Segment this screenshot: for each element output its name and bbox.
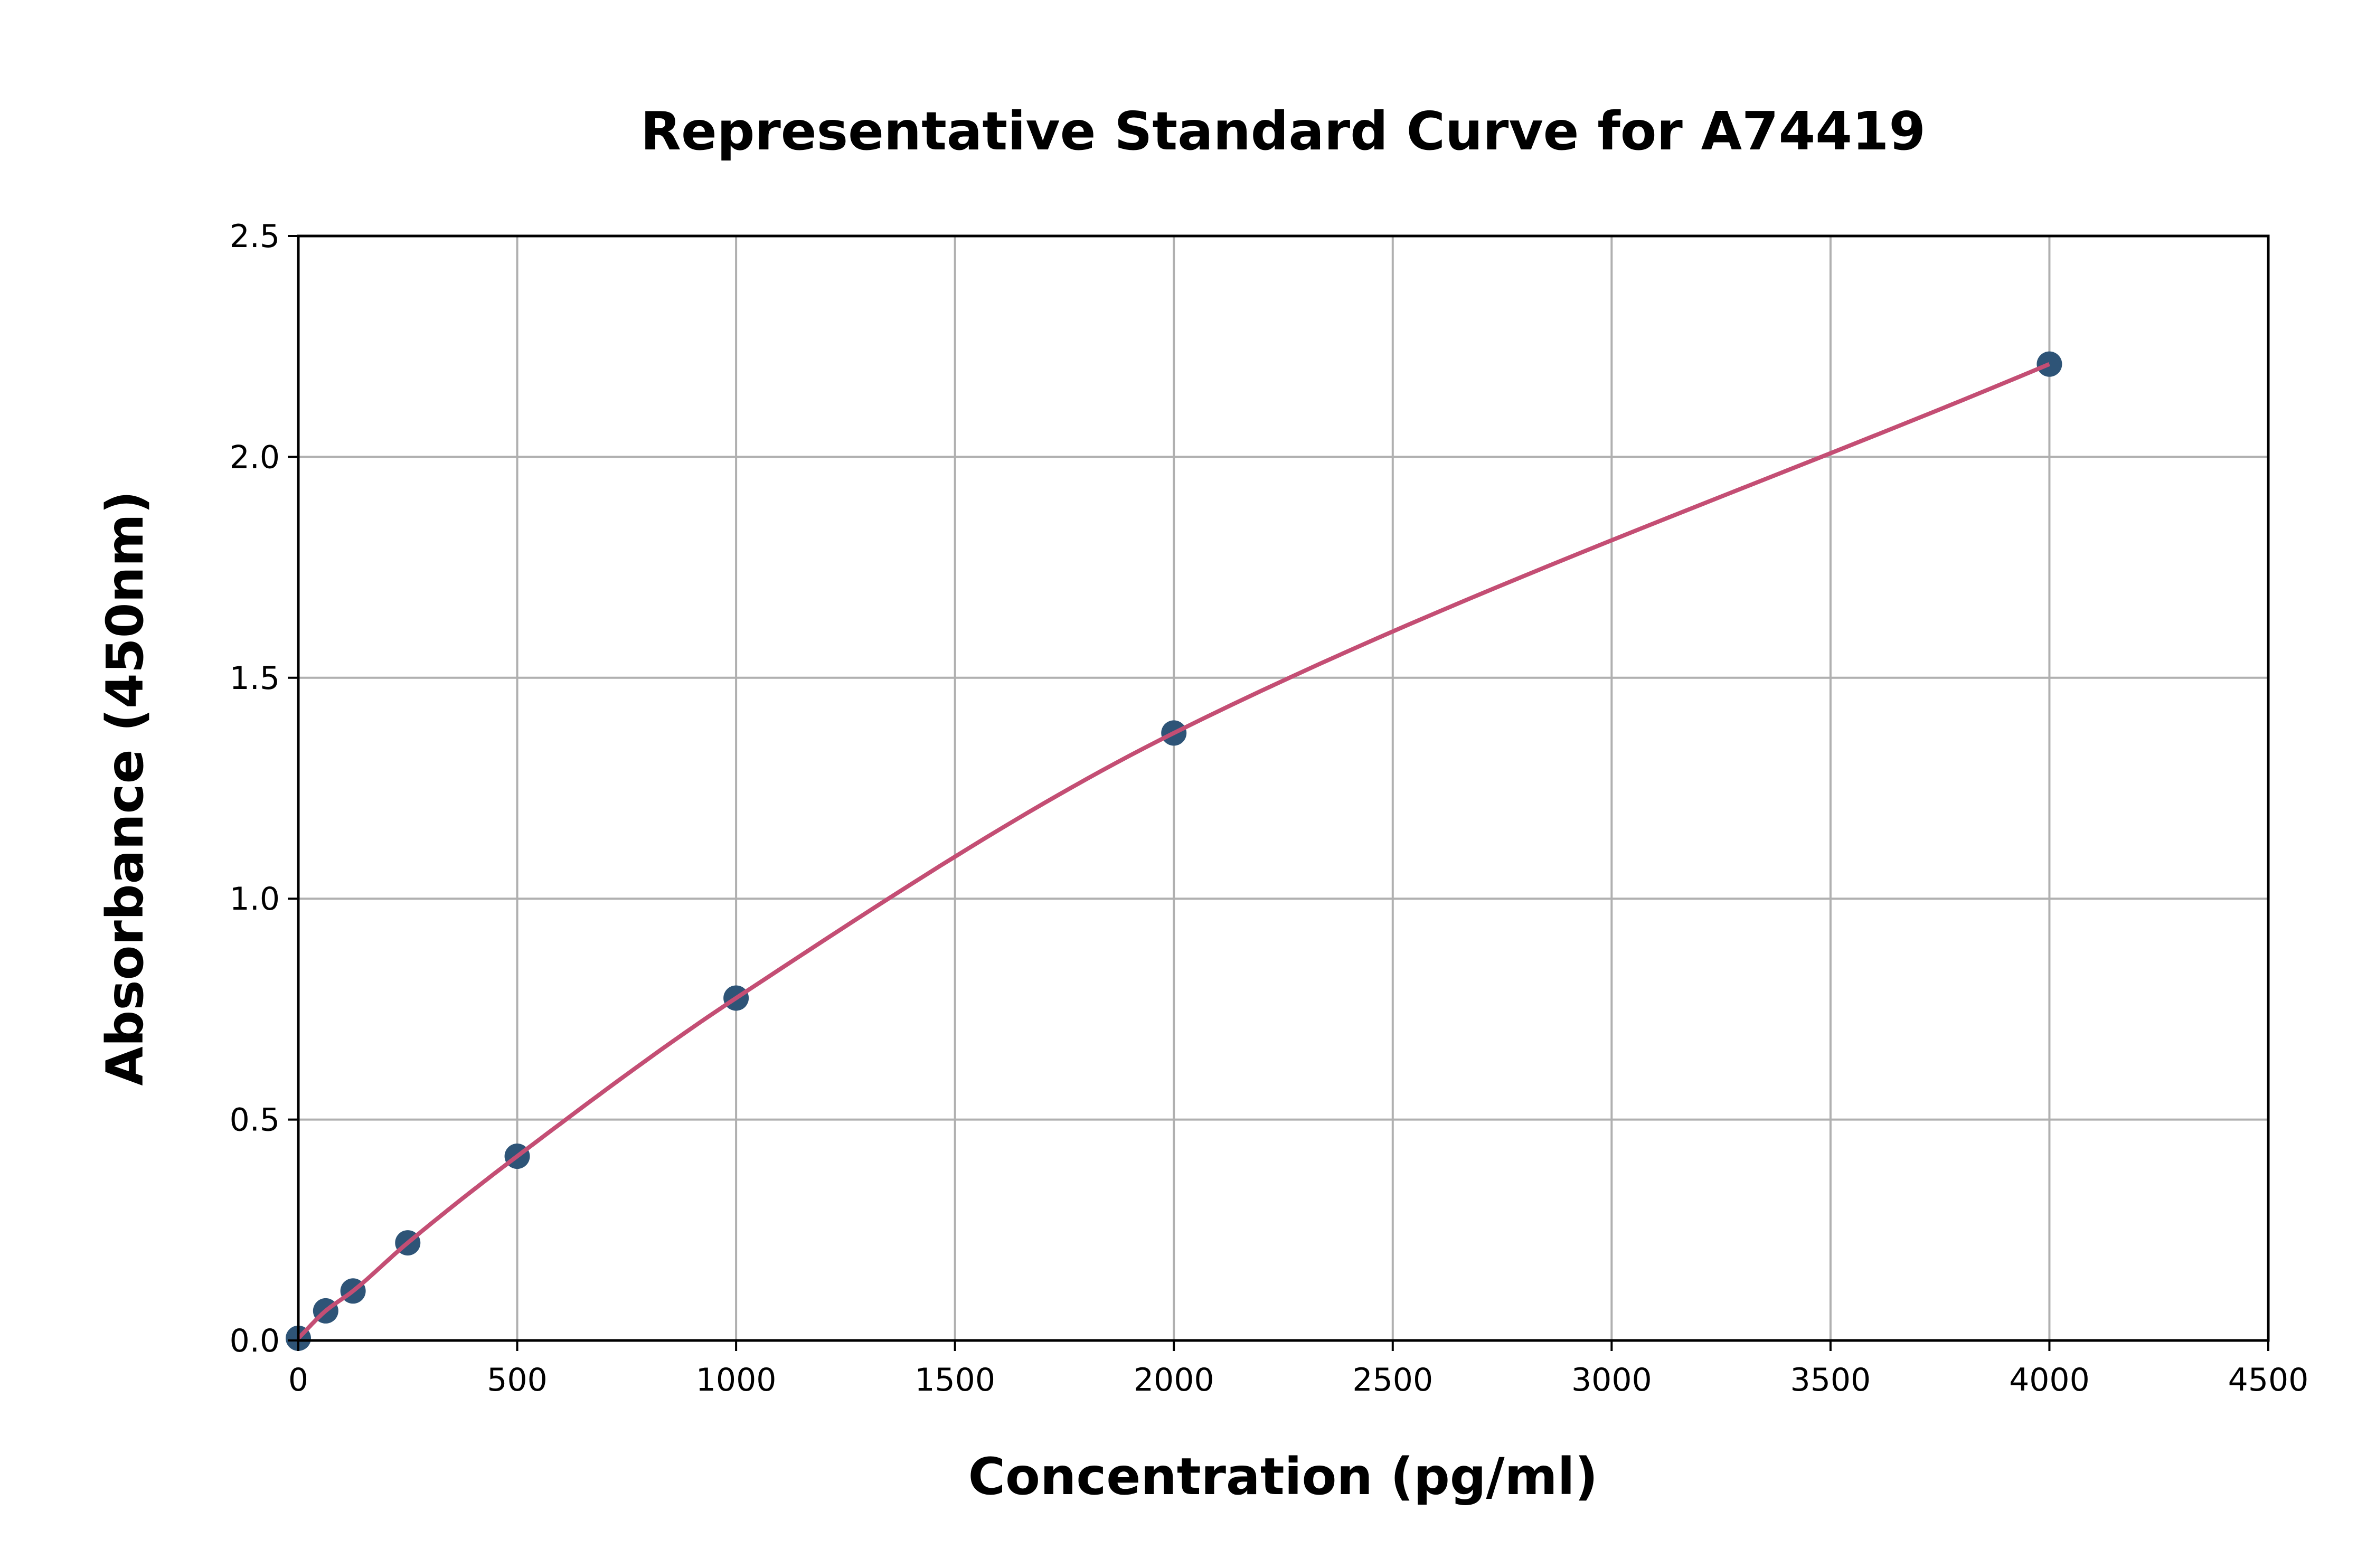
x-tick-label: 3500 <box>1790 1362 1871 1399</box>
data-point <box>2036 351 2062 377</box>
x-tick-label: 2500 <box>1352 1362 1433 1399</box>
plot-frame <box>297 234 2270 1342</box>
x-tick-label: 3000 <box>1571 1362 1652 1399</box>
x-axis-ticks: 0 500 1000 1500 2000 2500 3000 3500 4000 4500 <box>288 1340 2308 1399</box>
x-tick-label: 500 <box>487 1362 548 1399</box>
y-tick-label: 2.5 <box>230 218 280 255</box>
x-tick-label: 1000 <box>696 1362 777 1399</box>
x-tick-label: 4000 <box>2009 1362 2090 1399</box>
y-tick-label: 2.0 <box>230 439 280 476</box>
chart-title: Representative Standard Curve for A74419 <box>640 100 1926 162</box>
x-tick-label: 1500 <box>914 1362 995 1399</box>
x-tick-label: 0 <box>288 1362 308 1399</box>
y-tick-label: 1.0 <box>230 881 280 918</box>
y-tick-label: 0.0 <box>230 1323 280 1359</box>
x-tick-label: 4500 <box>2228 1362 2309 1399</box>
grid <box>297 235 2269 1342</box>
y-tick-label: 1.5 <box>230 660 280 697</box>
x-tick-label: 2000 <box>1134 1362 1214 1399</box>
x-axis-label: Concentration (pg/ml) <box>968 1447 1598 1506</box>
y-axis-ticks: 0.0 0.5 1.0 1.5 2.0 2.5 <box>230 218 298 1359</box>
fit-curve <box>297 362 2050 1340</box>
y-axis-label: Absorbance (450nm) <box>96 490 155 1085</box>
y-tick-label: 0.5 <box>230 1102 280 1139</box>
